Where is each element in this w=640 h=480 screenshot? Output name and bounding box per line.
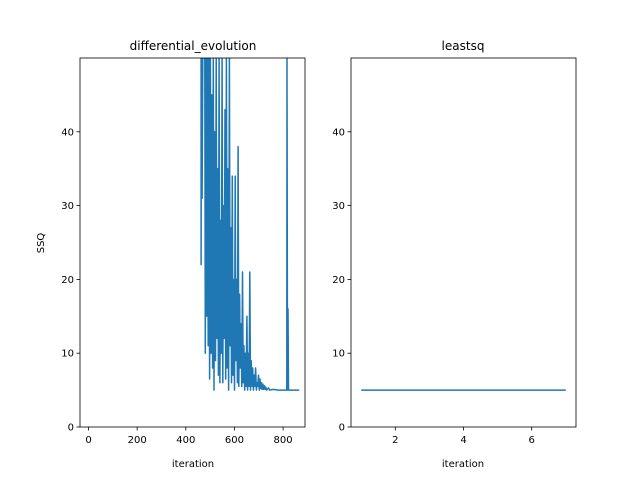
y-tick-label: 20: [61, 275, 74, 286]
x-axis-label: iteration: [172, 459, 214, 470]
y-tick-label: 30: [332, 201, 345, 212]
axes-frame: [350, 57, 577, 428]
y-tick-label: 0: [339, 423, 345, 434]
x-tick-label: 6: [528, 435, 534, 446]
y-axis-label: SSQ: [36, 233, 47, 254]
y-tick-label: 40: [332, 127, 345, 138]
ticks: 2 4 6 0 10 20 30 40: [332, 127, 535, 446]
plot-area: [200, 58, 300, 391]
panel-leastsq: leastsq iteration 2 4 6 0 10 20 30 40: [332, 39, 577, 470]
y-tick-label: 20: [332, 275, 345, 286]
x-axis-label: iteration: [442, 459, 484, 470]
y-tick-label: 40: [61, 127, 74, 138]
x-tick-label: 2: [392, 435, 398, 446]
axes-frame: [79, 57, 306, 428]
x-tick-label: 0: [85, 435, 91, 446]
ticks: 0 200 400 600 800 0 10 20 30 40: [61, 127, 292, 446]
x-tick-label: 4: [460, 435, 466, 446]
series-line: [200, 58, 300, 391]
y-tick-label: 10: [61, 349, 74, 360]
x-tick-label: 600: [225, 435, 244, 446]
x-tick-label: 800: [274, 435, 293, 446]
y-tick-label: 0: [68, 423, 74, 434]
y-tick-label: 10: [332, 349, 345, 360]
x-tick-label: 200: [128, 435, 147, 446]
chart-title: leastsq: [442, 39, 485, 53]
panel-differential-evolution: differential_evolution iteration SSQ 0 20…: [36, 39, 306, 470]
y-tick-label: 30: [61, 201, 74, 212]
x-tick-label: 400: [176, 435, 195, 446]
chart-title: differential_evolution: [130, 39, 257, 53]
